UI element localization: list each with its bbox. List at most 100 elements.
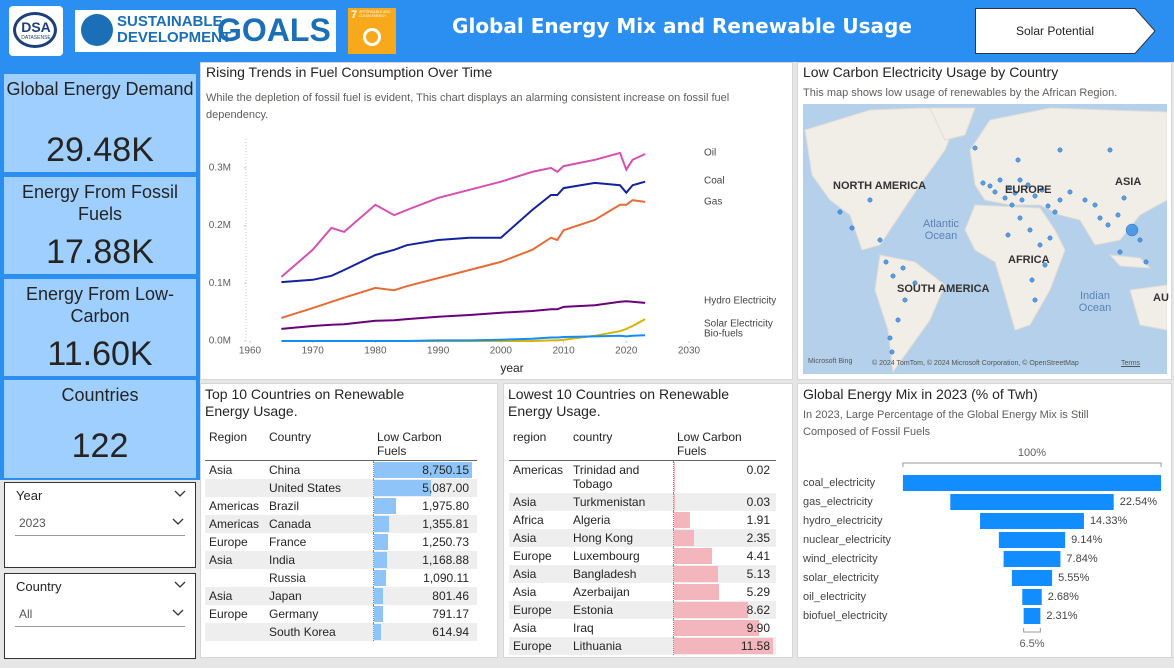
value-cell: 0.02	[673, 461, 774, 493]
table-cell: Trinidad and Tobago	[573, 463, 640, 491]
map-attribution: © 2024 TomTom, © 2024 Microsoft Corporat…	[872, 360, 1079, 367]
table-cell: Europe	[513, 603, 552, 617]
value-cell: 1,168.88	[373, 551, 473, 569]
map-terms[interactable]: Terms	[1121, 360, 1141, 367]
value-cell: 1,355.81	[373, 515, 473, 533]
map-marker	[987, 183, 993, 189]
map-region-label: SOUTH AMERICA	[897, 283, 990, 295]
data-bar	[674, 638, 773, 654]
map-marker	[849, 225, 855, 231]
table-cell: Asia	[209, 589, 233, 603]
map-marker	[1105, 222, 1111, 228]
table-cell: Hong Kong	[573, 531, 634, 545]
value-label: 1,975.80	[422, 499, 469, 513]
table-cell: Americas	[513, 463, 564, 477]
table-cell: Russia	[269, 571, 306, 585]
table-cell: Iraq	[573, 621, 594, 635]
map-region-label: AU	[1153, 292, 1169, 304]
map-marker	[1019, 197, 1025, 203]
value-cell: 1.91	[673, 511, 774, 529]
value-cell: 1,090.11	[373, 569, 473, 587]
map-marker	[1002, 195, 1008, 201]
table-cell: South Korea	[269, 625, 336, 639]
kpi-card: Energy From Low-Carbon 11.60K	[4, 279, 196, 376]
table-row: Europe France 1,250.73	[205, 533, 477, 551]
map-marker	[1047, 235, 1053, 241]
table-header: region country Low Carbon Fuels	[509, 428, 776, 461]
value-label: 8.62	[746, 603, 770, 617]
value-label: 0.03	[746, 495, 770, 509]
kpi-value: 17.88K	[46, 233, 154, 271]
table-cell: Turkmenistan	[573, 495, 646, 509]
table-cell: Asia	[513, 621, 537, 635]
map-region-label: EUROPE	[1005, 184, 1052, 196]
logo-sub: DATASENSE	[21, 35, 51, 41]
table-row: Europe Luxembourg 4.41	[509, 547, 776, 565]
table-cell: Algeria	[573, 513, 611, 527]
slicer-value: 2023	[19, 516, 46, 530]
map-marker	[877, 237, 883, 243]
nav-button[interactable]: Solar Potential	[975, 8, 1157, 54]
value-label: 801.46	[432, 589, 469, 603]
table-cell: France	[269, 535, 307, 549]
map-marker	[992, 189, 998, 195]
map-region-label: ASIA	[1115, 176, 1142, 188]
table-cell: India	[269, 553, 296, 567]
table-cell: Asia	[209, 553, 233, 567]
data-bar	[374, 498, 397, 514]
table-cell: Asia	[513, 567, 537, 581]
table-row: Russia 1,090.11	[205, 569, 477, 587]
slicer[interactable]: Year 2023	[4, 482, 196, 568]
map-marker	[980, 180, 986, 186]
sdg-line2: DEVELOPMENT	[117, 29, 232, 46]
value-label: 8,750.15	[422, 463, 469, 477]
data-bar	[674, 512, 691, 528]
kpi-value: 11.60K	[47, 335, 153, 373]
data-bar	[674, 602, 748, 618]
panel-title: Top 10 Countries on Renewable Energy Usa…	[205, 386, 405, 419]
data-bar	[374, 534, 388, 550]
map-ocean-label: Indian Ocean	[1078, 290, 1112, 314]
table-body: Americas Trinidad and Tobago 0.02 Asia Turkm…	[509, 461, 776, 655]
map-marker	[997, 177, 1003, 183]
map-marker	[1017, 177, 1023, 183]
panel-title: Rising Trends in Fuel Consumption Over T…	[206, 64, 493, 80]
map-marker	[1015, 157, 1021, 163]
map-marker	[890, 273, 896, 279]
table-row: Europe Estonia 8.62	[509, 601, 776, 619]
value-cell: 8.62	[673, 601, 774, 619]
map-provider: Microsoft Bing	[808, 358, 853, 365]
value-label: 1.91	[746, 513, 770, 527]
slicer[interactable]: Country All	[4, 573, 196, 659]
map-marker	[1115, 212, 1121, 218]
panel-subtitle: In 2023, Large Percentage of the Global …	[803, 409, 1089, 438]
table: region country Low Carbon Fuels Americas Tri…	[509, 428, 776, 655]
map-marker	[1025, 182, 1031, 188]
table-cell: Americas	[209, 499, 260, 513]
map-marker	[837, 209, 843, 215]
table-cell: Europe	[513, 639, 552, 653]
table-header: Region Country Low Carbon Fuels	[205, 428, 477, 461]
map-marker	[972, 145, 978, 151]
header: DSA DATASENSE SUSTAINABLE DEVELOPMENT GO…	[0, 0, 1174, 62]
goal-icon: 7 AFFORDABLE AND CLEAN ENERGY	[348, 8, 396, 54]
table-row: Asia Bangladesh 5.13	[509, 565, 776, 583]
slicer-dropdown[interactable]: 2023	[15, 511, 185, 536]
slicer-dropdown[interactable]: All	[15, 602, 185, 627]
map-marker	[1092, 202, 1098, 208]
data-bar	[374, 552, 388, 568]
kpi-card: Global Energy Demand 29.48K	[4, 74, 196, 172]
map-marker	[1057, 197, 1063, 203]
map[interactable]	[803, 104, 1167, 374]
map-marker	[895, 317, 901, 323]
logo: DSA DATASENSE	[9, 6, 63, 56]
panel-title: Low Carbon Electricity Usage by Country	[803, 64, 1059, 80]
column-header: region	[513, 430, 547, 444]
map-marker	[1042, 262, 1048, 268]
value-label: 1,250.73	[422, 535, 469, 549]
value-cell: 5.13	[673, 565, 774, 583]
table-cell: Africa	[513, 513, 544, 527]
panel-subtitle: This map shows low usage of renewables b…	[803, 87, 1118, 99]
button-label[interactable]: Solar Potential	[1016, 24, 1094, 38]
map-marker	[867, 197, 873, 203]
